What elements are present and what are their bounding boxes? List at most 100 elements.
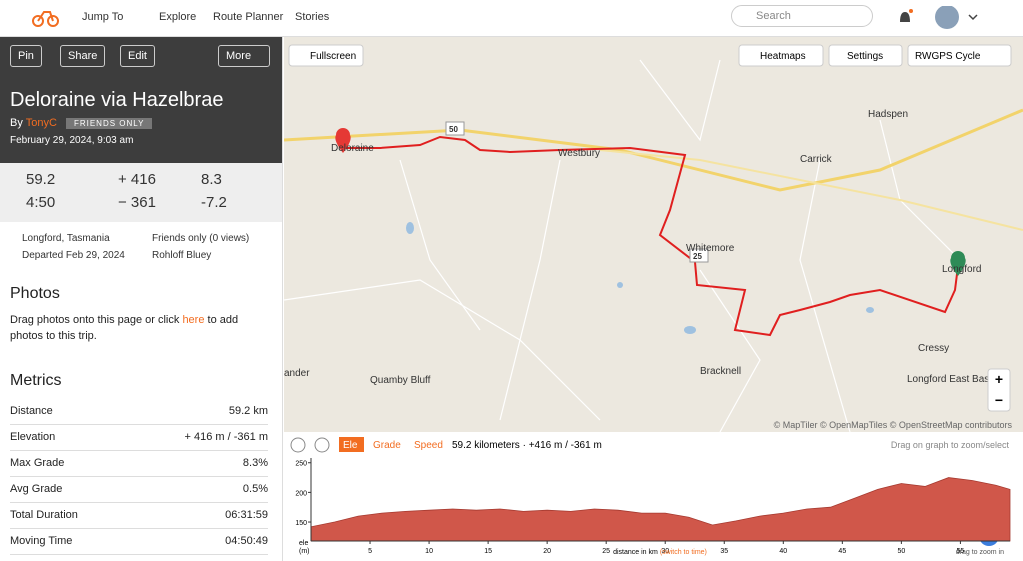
metric-label: Moving Time [10, 535, 73, 547]
distance-marker: 25 [693, 252, 702, 261]
photos-link[interactable]: here [182, 314, 205, 326]
logo [32, 11, 59, 27]
zoom-control[interactable] [987, 368, 1011, 412]
profile-tab[interactable]: Ele [343, 440, 358, 451]
stat-value: -7.2 [201, 194, 227, 211]
profile-summary: 59.2 kilometers · +416 m / -361 m [452, 440, 602, 451]
metric-row: Avg Grade 0.5% [10, 477, 268, 503]
fullscreen-label[interactable]: Fullscreen [310, 51, 356, 62]
metric-label: Avg Grade [10, 483, 63, 495]
map-style-label[interactable]: RWGPS Cycle [915, 51, 981, 62]
pin-button[interactable]: Pin [10, 45, 42, 67]
stat-value: 8.3 [201, 171, 222, 188]
settings-button[interactable] [828, 44, 903, 67]
info-departed: Departed Feb 29, 2024 [22, 250, 125, 261]
place-label: Westbury [558, 148, 600, 159]
metric-value: 59.2 km [228, 405, 268, 417]
place-label: Carrick [800, 154, 833, 165]
user-area [900, 6, 978, 29]
metric-label: Max Grade [10, 457, 65, 469]
sidebar: Pin Share Edit More Deloraine via Hazelb… [0, 37, 283, 561]
roads [284, 59, 961, 433]
x-axis-title: distance in km [613, 549, 658, 556]
by: By [10, 117, 23, 129]
photos-text-before: Drag photos onto this page or click [10, 314, 180, 326]
x-tick-label: 20 [543, 548, 551, 555]
settings-label[interactable]: Settings [847, 51, 883, 62]
place-label: Bracknell [700, 366, 741, 377]
info-privacy: Friends only (0 views) [152, 233, 250, 244]
nav-item[interactable]: Stories [295, 11, 330, 23]
stat-value: 59.2 [26, 171, 56, 188]
trip-header: Pin Share Edit More Deloraine via Hazelb… [0, 37, 282, 163]
metric-value: 04:50:49 [225, 535, 268, 547]
zoom-out[interactable]: − [995, 392, 1003, 408]
start-marker[interactable] [950, 251, 966, 276]
author-link[interactable]: TonyC [25, 117, 57, 129]
info-location: Longford, Tasmania [22, 233, 110, 244]
metric-row: Moving Time 04:50:49 [10, 529, 268, 555]
metrics-heading: Metrics [10, 372, 62, 389]
collapse-up[interactable] [290, 437, 306, 453]
fullscreen-button[interactable] [288, 44, 364, 67]
place-label: Longford [942, 264, 981, 275]
ele-tab-bg [339, 437, 364, 452]
metric-label: Total Duration [10, 509, 78, 521]
profile-footer: drag to zoom in [956, 549, 1004, 556]
y-axis-unit: (m) [299, 548, 310, 555]
x-tick-label: 15 [484, 548, 492, 555]
place-label: Whitemore [686, 243, 735, 254]
byline: By TonyC FRIENDS ONLY [10, 117, 153, 129]
nav-item[interactable]: Explore [159, 11, 197, 23]
info-gear: Rohloff Bluey [152, 250, 212, 261]
badge: FRIENDS ONLY [65, 118, 153, 129]
distance-marker: 50 [449, 125, 458, 134]
x-tick-label: 30 [661, 548, 669, 555]
edit-button[interactable]: Edit [120, 45, 155, 67]
photos-text-after: to add photos to this trip. [10, 314, 239, 342]
stat-value: + 416 [118, 171, 156, 188]
x-tick-label: 40 [779, 548, 787, 555]
heatmaps-label[interactable]: Heatmaps [760, 51, 806, 62]
y-tick-label: 200 [295, 490, 307, 497]
stat: 59.2 km [26, 171, 55, 188]
x-tick-label: 55 [957, 548, 965, 555]
elevation-area [310, 477, 1011, 542]
map-and-profile: Deloraine Westbury Carrick Hadspen Whitemore… [284, 37, 1023, 561]
heatmaps-button[interactable] [738, 44, 824, 67]
metric-row: Max Grade 8.3% [10, 451, 268, 477]
map[interactable] [284, 37, 1023, 432]
y-tick-label: 250 [295, 461, 307, 468]
stat: + 416 m [118, 171, 156, 188]
highway [284, 108, 1023, 192]
metric-row: Distance 59.2 km [10, 399, 268, 425]
end-marker[interactable] [335, 128, 351, 153]
y-axis-label: ele [299, 540, 308, 547]
water [406, 222, 874, 334]
search-box[interactable]: Search [731, 5, 873, 27]
stat: 8.3 % [201, 171, 222, 188]
profile-tab[interactable]: Grade [373, 440, 401, 451]
attribution: © MapTiler © OpenMapTiles © OpenStreetMa… [774, 420, 1013, 430]
stat: − 361 m [118, 194, 156, 211]
nav-item[interactable]: Route Planner [213, 11, 284, 23]
switch-to-time[interactable]: (switch to time) [660, 549, 707, 556]
zoom-in[interactable]: + [995, 371, 1003, 387]
metric-label: Elevation [10, 431, 56, 443]
metric-row: Elevation + 416 m / -361 m [10, 425, 268, 451]
place-label: Hadspen [868, 109, 908, 120]
road [599, 149, 1023, 231]
place-label: Cressy [918, 343, 949, 354]
metric-value: + 416 m / -361 m [184, 431, 268, 443]
metric-value: 0.5% [242, 483, 268, 495]
trip-date: February 29, 2024, 9:03 am [10, 135, 134, 146]
more-button[interactable]: More [218, 45, 270, 67]
profile-tab[interactable]: Speed [414, 440, 443, 451]
map-style-select[interactable] [907, 44, 1012, 67]
collapse-down[interactable] [314, 437, 330, 453]
nav-item[interactable]: Jump To [82, 11, 124, 23]
stats: 59.2 km + 416 m 8.3 % 4:50 hrs − 361 m -7.2 % [0, 163, 282, 222]
stat-value: 4:50 [26, 194, 56, 211]
share-button[interactable]: Share [60, 45, 106, 67]
